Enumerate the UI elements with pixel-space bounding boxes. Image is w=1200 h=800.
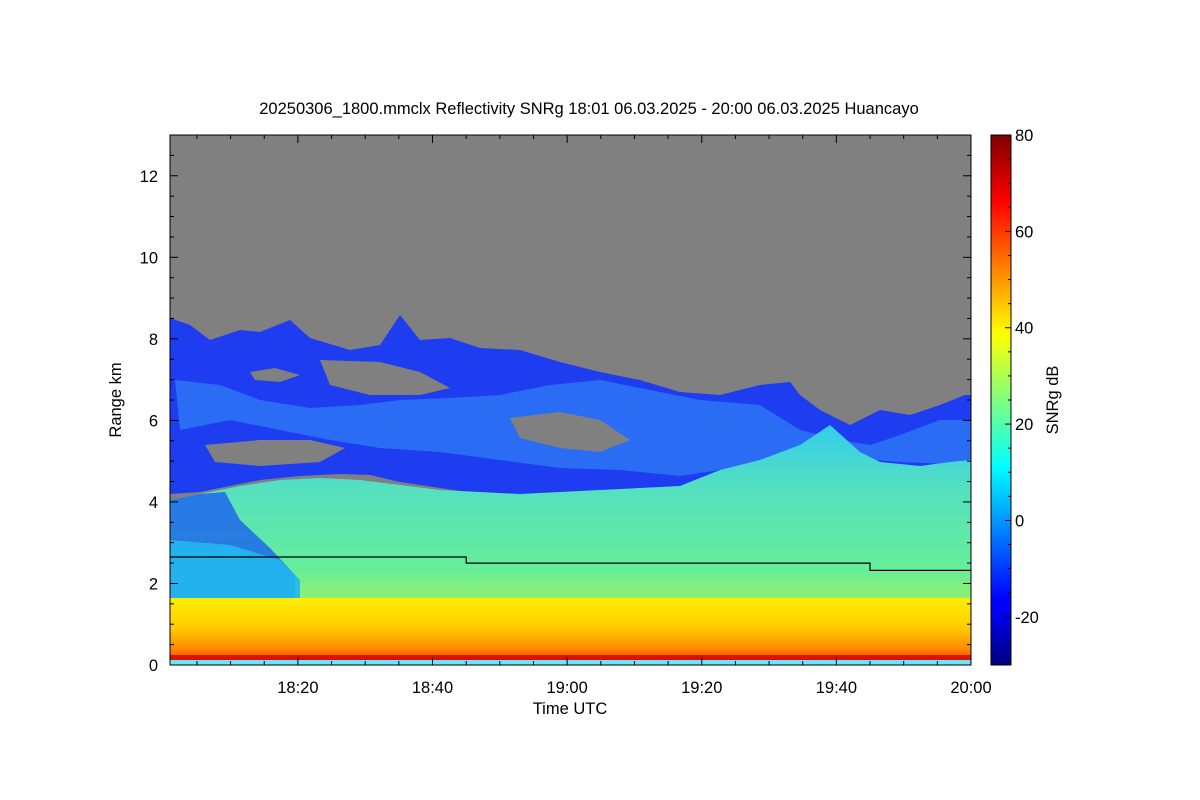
y-tick-label: 8 (149, 331, 158, 349)
x-tick-label: 18:20 (277, 679, 318, 697)
colorbar-tick-label: 20 (1015, 416, 1033, 434)
x-tick-label: 19:00 (546, 679, 587, 697)
y-axis-label: Range km (107, 362, 125, 437)
y-tick-label: 4 (149, 494, 158, 512)
colorbar-tick-label: -20 (1015, 609, 1039, 627)
near-surface-layer (170, 655, 971, 660)
cloud-gap-2 (250, 368, 300, 382)
surface-strip (170, 660, 971, 665)
y-tick-label: 2 (149, 575, 158, 593)
colorbar-tick-label: 60 (1015, 223, 1033, 241)
step-line (170, 556, 971, 571)
y-axis: 0 2 4 6 8 10 12 (140, 134, 971, 675)
y-tick-label: 0 (149, 657, 158, 675)
lower-cloud-layer (170, 425, 971, 605)
y-tick-label: 12 (140, 168, 158, 186)
cloud-gap-4 (320, 360, 450, 395)
x-axis-label: Time UTC (533, 700, 608, 718)
x-axis: 18:20 18:40 19:00 19:20 19:40 20:00 (196, 135, 992, 697)
colorbar-axis: -20 0 20 40 60 80 (1005, 127, 1039, 642)
colorbar-tick-label: 80 (1015, 127, 1033, 145)
x-tick-label: 20:00 (950, 679, 991, 697)
colorbar-label: SNRg dB (1044, 366, 1062, 435)
cloud-gap-1 (205, 440, 345, 466)
colorbar-tick-label: 0 (1015, 512, 1024, 530)
plot-area (170, 135, 971, 665)
lower-cloud-left-cyan (170, 540, 300, 605)
colorbar-tick-label: 40 (1015, 320, 1033, 338)
y-tick-label: 6 (149, 412, 158, 430)
x-tick-label: 19:40 (816, 679, 857, 697)
cloud-gap-3 (510, 412, 630, 452)
x-tick-label: 19:20 (681, 679, 722, 697)
y-tick-label: 10 (140, 249, 158, 267)
x-tick-label: 18:40 (412, 679, 453, 697)
chart-title: 20250306_1800.mmclx Reflectivity SNRg 18… (259, 100, 919, 118)
boundary-layer (170, 598, 971, 658)
